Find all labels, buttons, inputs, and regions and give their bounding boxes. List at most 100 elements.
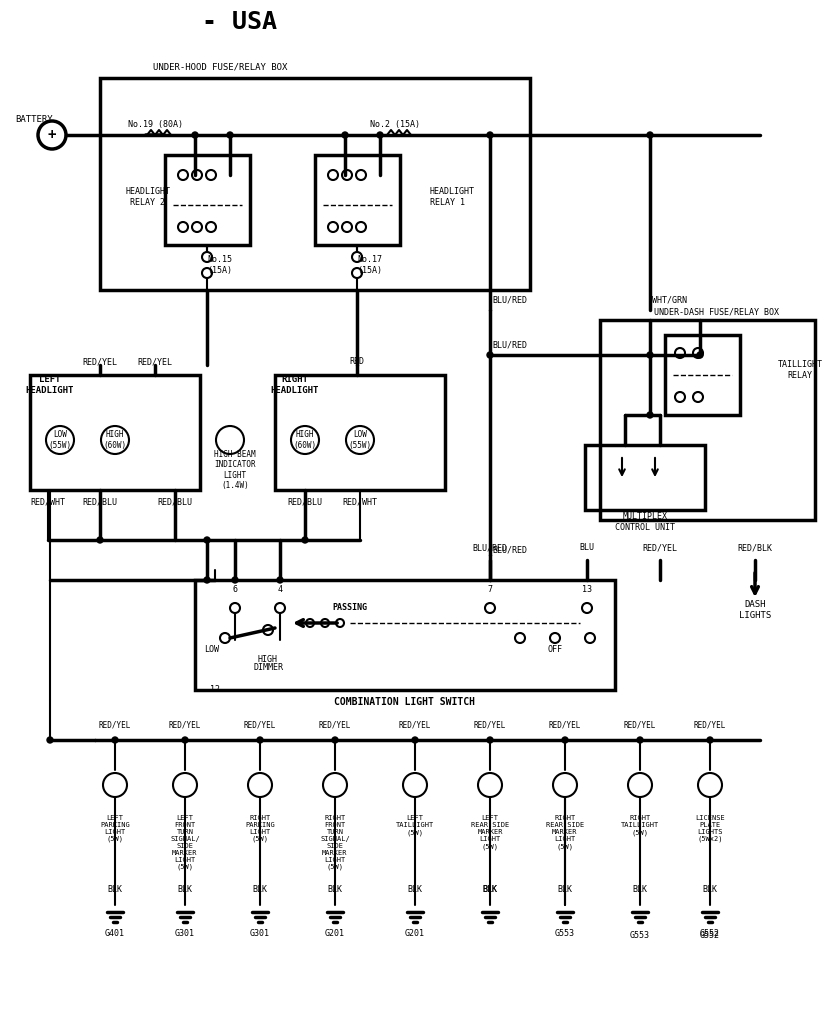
Text: WHT/GRN: WHT/GRN — [652, 296, 687, 304]
Circle shape — [487, 132, 493, 138]
Text: RED/YEL: RED/YEL — [319, 721, 352, 729]
Text: BLU: BLU — [579, 544, 594, 553]
Text: G553: G553 — [630, 931, 650, 939]
Text: BLU/RED: BLU/RED — [492, 341, 527, 349]
Text: G553: G553 — [555, 930, 575, 939]
Text: BLK: BLK — [253, 886, 268, 895]
Circle shape — [693, 348, 703, 358]
Text: UNDER-DASH FUSE/RELAY BOX: UNDER-DASH FUSE/RELAY BOX — [655, 307, 779, 316]
Text: G301: G301 — [175, 930, 195, 939]
Circle shape — [216, 426, 244, 454]
Text: RED/YEL: RED/YEL — [694, 721, 726, 729]
Circle shape — [515, 633, 525, 643]
Text: RIGHT
TAILLIGHT
(5W): RIGHT TAILLIGHT (5W) — [621, 815, 659, 836]
Text: RED/YEL: RED/YEL — [82, 357, 117, 367]
Circle shape — [346, 426, 374, 454]
Text: 6: 6 — [233, 586, 238, 595]
Circle shape — [637, 737, 643, 743]
Circle shape — [263, 625, 273, 635]
Text: RED/YEL: RED/YEL — [399, 721, 431, 729]
Circle shape — [707, 737, 713, 743]
Text: BLK: BLK — [558, 886, 573, 895]
Circle shape — [232, 577, 238, 583]
Circle shape — [206, 170, 216, 180]
Text: LICENSE
PLATE
LIGHTS
(5Wx2): LICENSE PLATE LIGHTS (5Wx2) — [695, 815, 725, 843]
Circle shape — [227, 132, 233, 138]
Text: DASH
LIGHTS: DASH LIGHTS — [739, 600, 771, 620]
Text: OFF: OFF — [548, 645, 563, 654]
Text: RED/YEL: RED/YEL — [169, 721, 201, 729]
Text: BLK: BLK — [178, 886, 193, 895]
Text: RED: RED — [350, 357, 365, 367]
Circle shape — [97, 537, 103, 543]
Circle shape — [173, 773, 197, 797]
Bar — [665, 335, 740, 415]
Bar — [165, 155, 250, 245]
Circle shape — [182, 737, 188, 743]
Circle shape — [248, 773, 272, 797]
Text: No.19 (80A): No.19 (80A) — [127, 120, 183, 128]
Text: HEADLIGHT
RELAY 1: HEADLIGHT RELAY 1 — [430, 187, 475, 207]
Circle shape — [204, 577, 210, 583]
Text: HIGH BEAM
INDICATOR
LIGHT
(1.4W): HIGH BEAM INDICATOR LIGHT (1.4W) — [214, 450, 256, 490]
Text: RED/BLU: RED/BLU — [288, 498, 322, 507]
Bar — [195, 580, 615, 690]
Circle shape — [628, 773, 652, 797]
Text: No.17
(15A): No.17 (15A) — [357, 255, 382, 274]
Circle shape — [277, 577, 283, 583]
Text: 7: 7 — [488, 586, 493, 595]
Bar — [30, 375, 200, 490]
Circle shape — [352, 268, 362, 278]
Text: RIGHT
FRONT
TURN
SIGNAL/
SIDE
MARKER
LIGHT
(5W): RIGHT FRONT TURN SIGNAL/ SIDE MARKER LIG… — [320, 815, 350, 870]
Text: BLK: BLK — [483, 886, 498, 895]
Text: RED/YEL: RED/YEL — [99, 721, 131, 729]
Circle shape — [38, 121, 66, 150]
Circle shape — [377, 132, 383, 138]
Circle shape — [697, 352, 703, 358]
Text: BLK: BLK — [327, 886, 342, 895]
Circle shape — [103, 773, 127, 797]
Circle shape — [101, 426, 129, 454]
Text: BLK: BLK — [483, 886, 498, 895]
Circle shape — [693, 392, 703, 402]
Text: RED/YEL: RED/YEL — [474, 721, 506, 729]
Text: G552: G552 — [700, 931, 720, 939]
Circle shape — [192, 222, 202, 232]
Circle shape — [550, 633, 560, 643]
Circle shape — [302, 537, 308, 543]
Text: 4: 4 — [278, 586, 283, 595]
Bar — [100, 78, 530, 290]
Text: RIGHT
PARKING
LIGHT
(5W): RIGHT PARKING LIGHT (5W) — [245, 815, 275, 843]
Text: UNDER-HOOD FUSE/RELAY BOX: UNDER-HOOD FUSE/RELAY BOX — [153, 63, 288, 72]
Circle shape — [352, 252, 362, 262]
Circle shape — [328, 222, 338, 232]
Circle shape — [412, 737, 418, 743]
Text: HIGH
(60W): HIGH (60W) — [103, 430, 126, 450]
Circle shape — [291, 426, 319, 454]
Text: TAILLIGHT
RELAY: TAILLIGHT RELAY — [778, 360, 823, 380]
Text: BLK: BLK — [107, 886, 122, 895]
Circle shape — [342, 170, 352, 180]
Circle shape — [585, 633, 595, 643]
Text: RED/WHT: RED/WHT — [342, 498, 377, 507]
Text: LOW: LOW — [204, 645, 219, 654]
Circle shape — [323, 773, 347, 797]
Text: COMBINATION LIGHT SWITCH: COMBINATION LIGHT SWITCH — [335, 697, 475, 707]
Circle shape — [698, 773, 722, 797]
Text: RED/YEL: RED/YEL — [548, 721, 581, 729]
Circle shape — [582, 603, 592, 613]
Text: HIGH
(60W): HIGH (60W) — [293, 430, 317, 450]
Text: G401: G401 — [105, 930, 125, 939]
Circle shape — [306, 618, 314, 627]
Circle shape — [336, 618, 344, 627]
Text: BLK: BLK — [407, 886, 422, 895]
Text: BLK: BLK — [632, 886, 647, 895]
Text: No.2 (15A): No.2 (15A) — [370, 120, 420, 128]
Circle shape — [356, 222, 366, 232]
Bar — [585, 445, 705, 510]
Text: DIMMER: DIMMER — [253, 664, 283, 673]
Text: LOW
(55W): LOW (55W) — [48, 430, 71, 450]
Circle shape — [178, 170, 188, 180]
Text: RED/WHT: RED/WHT — [31, 498, 66, 507]
Circle shape — [487, 352, 493, 358]
